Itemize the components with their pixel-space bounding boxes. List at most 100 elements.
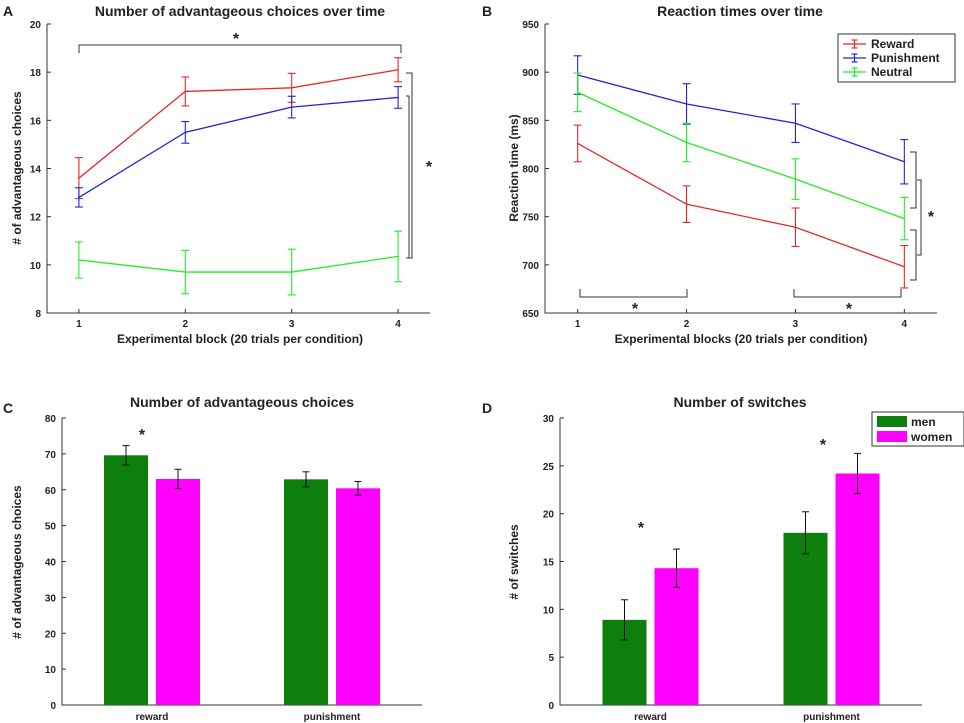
chart-a-xtick-label: 1	[76, 319, 82, 330]
panel-label-a: A	[3, 3, 13, 19]
chart-b-right-star: *	[928, 209, 935, 226]
chart-b-bracket-left	[579, 289, 688, 298]
chart-d-annotations: * *	[638, 437, 827, 537]
chart-d-errorbar-men-reward	[621, 599, 628, 641]
chart-b-legend-label-neutral: Neutral	[871, 65, 912, 79]
chart-c-errorbar-men-reward	[122, 445, 130, 466]
chart-d-bar-men-punishment	[783, 532, 828, 705]
chart-a-line-reward	[78, 69, 399, 179]
chart-c-ytick-label: 30	[45, 593, 57, 604]
chart-b-point-punishment	[685, 103, 688, 105]
chart-a-ytick-label: 8	[35, 309, 41, 320]
chart-b-right-bracket-top	[910, 151, 917, 209]
chart-b-ytick-label: 700	[522, 261, 539, 272]
chart-d-category-label: reward	[634, 712, 667, 723]
chart-d-ytick-label: 20	[543, 510, 555, 521]
chart-d-category-label: punishment	[803, 712, 860, 723]
chart-d-star-punishment: *	[820, 437, 827, 454]
chart-c-bar-men-punishment	[284, 479, 328, 705]
chart-a-point-punishment	[397, 96, 399, 99]
chart-a-ytick-label: 16	[30, 116, 42, 127]
chart-b-right-bracket-outer	[917, 179, 922, 256]
chart-b-point-neutral	[794, 178, 797, 180]
chart-b-point-punishment	[903, 160, 906, 163]
chart-d-errorbar-women-reward	[673, 548, 680, 588]
chart-d-ytick-label: 0	[548, 701, 554, 712]
chart-b-legend-swatch-neutral	[843, 67, 866, 77]
chart-c-bar-men-reward	[104, 455, 148, 705]
chart-a-xtick-label: 2	[183, 319, 189, 330]
chart-a-point-reward	[290, 87, 293, 89]
chart-d-title: Number of switches	[673, 394, 806, 410]
chart-a-point-punishment	[290, 106, 293, 108]
chart-b-right-bracket-bottom	[910, 229, 917, 281]
chart-a-ytick-label: 10	[30, 261, 42, 272]
chart-a-xlabel: Experimental block (20 trials per condit…	[117, 332, 363, 346]
chart-b-point-reward	[576, 142, 579, 145]
chart-d-star-reward: *	[638, 520, 645, 537]
chart-c-ytick-label: 10	[45, 665, 57, 676]
chart-a-point-reward	[397, 68, 399, 71]
chart-d-legend-swatch-men	[877, 416, 907, 427]
chart-b-point-punishment	[794, 122, 797, 125]
chart-b-legend-label-reward: Reward	[871, 37, 914, 51]
chart-d-plot: 0 5 10 15 20 25 30 reward punishment	[543, 414, 922, 723]
chart-d-legend-label-men: men	[911, 415, 936, 429]
chart-c-annotations: *	[139, 427, 146, 444]
chart-a-ytick-label: 12	[30, 213, 42, 224]
chart-c-category-label: reward	[136, 712, 169, 723]
chart-b-point-neutral	[685, 141, 688, 144]
panel-label-b: B	[482, 3, 492, 19]
chart-c-bar-women-punishment	[336, 488, 380, 705]
chart-b-star-right: *	[846, 301, 853, 318]
chart-c-bar-women-reward	[156, 478, 200, 705]
chart-d-ytick-label: 10	[543, 605, 555, 616]
chart-d-bar-women-punishment	[835, 473, 880, 705]
chart-d-ytick-label: 15	[543, 558, 555, 569]
chart-a-axes	[46, 24, 430, 314]
chart-b-xtick-label: 3	[793, 319, 799, 330]
chart-a-ytick-label: 18	[30, 68, 42, 79]
chart-c-ytick-label: 40	[45, 558, 57, 569]
chart-b-star-left: *	[632, 301, 639, 318]
chart-c-ytick-label: 50	[45, 522, 57, 533]
chart-b-legend-swatch-punishment	[843, 53, 866, 63]
chart-b-point-reward	[903, 265, 906, 268]
chart-b-line-neutral	[577, 91, 905, 220]
chart-a-ylabel: # of advantageous choices	[10, 91, 24, 245]
chart-c-star: *	[139, 427, 146, 444]
chart-d-ytick-label: 25	[543, 462, 555, 473]
chart-b-line-reward	[577, 142, 905, 268]
chart-d-bar-women-reward	[654, 568, 699, 705]
chart-a-title: Number of advantageous choices over time	[95, 3, 385, 19]
chart-a-point-reward	[78, 177, 80, 179]
chart-b-point-reward	[685, 203, 688, 205]
chart-c-category-label: punishment	[304, 712, 361, 723]
chart-b-plot: 650 700 750 800 850 900 950 1 2 3 4	[522, 20, 937, 330]
chart-b-ytick-label: 750	[522, 213, 539, 224]
chart-a-line-punishment	[78, 96, 399, 198]
chart-b-xtick-label: 4	[902, 319, 908, 330]
chart-a-point-neutral	[78, 259, 80, 261]
chart-d-ytick-label: 30	[543, 414, 555, 425]
chart-a-xtick-label: 4	[395, 319, 401, 330]
chart-c-ytick-label: 0	[50, 701, 56, 712]
chart-b-point-neutral	[903, 217, 906, 220]
chart-d-legend-swatch-women	[877, 431, 907, 442]
chart-d-legend-label-women: women	[910, 430, 952, 444]
chart-b-ylabel: Reaction time (ms)	[507, 114, 521, 221]
chart-c-plot: 0 10 20 30 40 50 60 70 80 reward punishment	[45, 414, 422, 723]
chart-a-right-bracket-inner	[406, 95, 410, 258]
chart-a-ytick-label: 20	[30, 20, 42, 31]
chart-a-top-star: *	[233, 31, 240, 48]
panel-label-c: C	[3, 400, 13, 416]
chart-c-title: Number of advantageous choices	[130, 394, 354, 410]
chart-a-ytick-label: 14	[30, 165, 42, 176]
chart-b-legend-swatch-reward	[843, 39, 866, 49]
chart-d-errorbar-men-punishment	[802, 511, 809, 555]
chart-a-point-neutral	[290, 271, 293, 273]
chart-b-title: Reaction times over time	[657, 3, 823, 19]
